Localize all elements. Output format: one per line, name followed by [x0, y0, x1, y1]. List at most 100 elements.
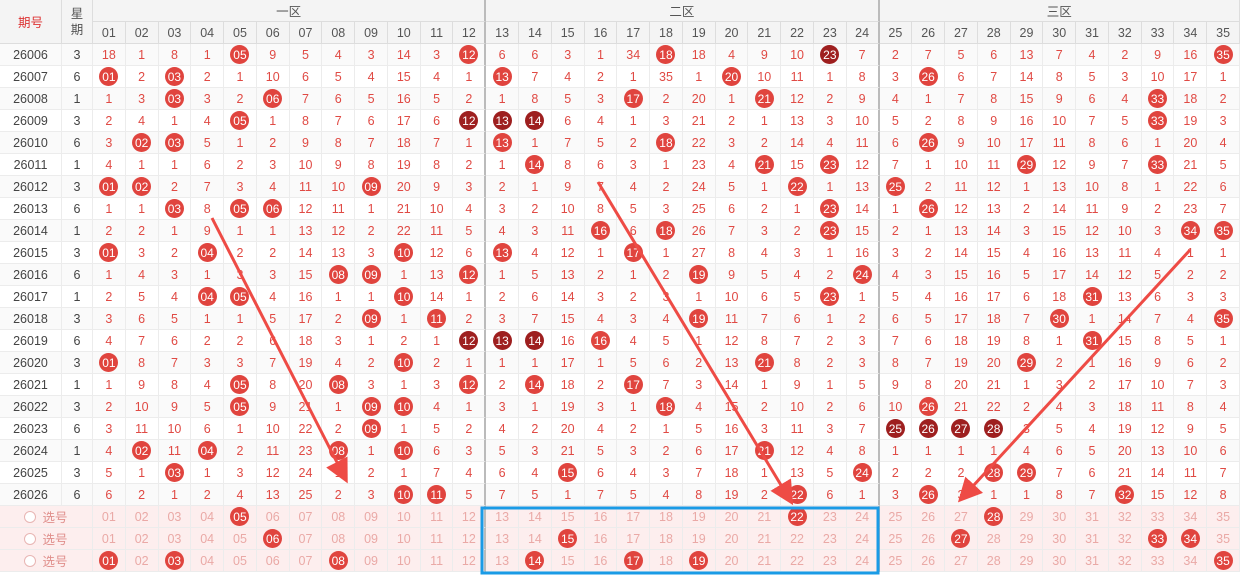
pick-number[interactable]: 27 [945, 528, 978, 550]
pick-number[interactable]: 28 [977, 506, 1011, 528]
pick-number[interactable]: 22 [781, 528, 814, 550]
pick-number[interactable]: 16 [584, 550, 618, 572]
pick-number[interactable]: 29 [1010, 550, 1044, 572]
pick-number[interactable]: 34 [1174, 550, 1208, 572]
pick-number[interactable]: 27 [945, 550, 978, 572]
pick-number[interactable]: 17 [617, 506, 651, 528]
pick-number[interactable]: 04 [191, 528, 225, 550]
pick-number[interactable]: 14 [519, 506, 552, 528]
pick-number[interactable]: 16 [584, 528, 618, 550]
pick-number[interactable]: 23 [813, 528, 847, 550]
pick-number[interactable]: 33 [1141, 550, 1175, 572]
pick-number[interactable]: 03 [158, 528, 192, 550]
pick-number[interactable]: 09 [355, 506, 388, 528]
pick-number[interactable]: 19 [682, 550, 716, 572]
pick-number[interactable]: 25 [879, 550, 913, 572]
pick-number[interactable]: 12 [453, 528, 487, 550]
pick-number[interactable]: 17 [617, 528, 651, 550]
pick-number[interactable]: 03 [158, 506, 192, 528]
pick-number[interactable]: 06 [256, 528, 290, 550]
pick-number[interactable]: 24 [846, 528, 880, 550]
pick-number[interactable]: 17 [617, 550, 651, 572]
pick-number[interactable]: 03 [158, 550, 192, 572]
pick-number[interactable]: 11 [420, 550, 454, 572]
pick-number[interactable]: 07 [289, 506, 323, 528]
pick-number[interactable]: 25 [879, 528, 913, 550]
pick-number[interactable]: 27 [945, 506, 978, 528]
pick-number[interactable]: 04 [191, 506, 225, 528]
pick-number[interactable]: 01 [93, 506, 126, 528]
pick-number[interactable]: 31 [1076, 528, 1109, 550]
pick-number[interactable]: 32 [1108, 528, 1142, 550]
pick-number[interactable]: 35 [1207, 528, 1240, 550]
pick-number[interactable]: 26 [912, 506, 946, 528]
pick-number[interactable]: 24 [846, 550, 880, 572]
pick-number[interactable]: 22 [781, 506, 814, 528]
pick-number[interactable]: 02 [125, 506, 159, 528]
pick-number[interactable]: 19 [682, 528, 716, 550]
pick-number[interactable]: 13 [486, 550, 520, 572]
pick-number[interactable]: 01 [93, 528, 126, 550]
pick-number[interactable]: 20 [715, 550, 749, 572]
pick-number[interactable]: 23 [813, 550, 847, 572]
pick-number[interactable]: 30 [1043, 528, 1077, 550]
pick-number[interactable]: 19 [682, 506, 716, 528]
pick-number[interactable]: 26 [912, 550, 946, 572]
pick-number[interactable]: 28 [977, 550, 1011, 572]
pick-number[interactable]: 12 [453, 550, 487, 572]
pick-number[interactable]: 26 [912, 528, 946, 550]
pick-number[interactable]: 21 [748, 506, 782, 528]
pick-number[interactable]: 02 [125, 550, 159, 572]
radio[interactable] [24, 532, 37, 545]
radio[interactable] [24, 554, 37, 567]
pick-number[interactable]: 08 [322, 550, 356, 572]
pick-number[interactable]: 08 [322, 506, 356, 528]
pick-number[interactable]: 11 [420, 506, 454, 528]
pick-number[interactable]: 32 [1108, 506, 1142, 528]
pick-number[interactable]: 08 [322, 528, 356, 550]
pick-number[interactable]: 05 [224, 506, 257, 528]
pick-number[interactable]: 32 [1108, 550, 1142, 572]
pick-number[interactable]: 35 [1207, 506, 1240, 528]
pick-number[interactable]: 23 [813, 506, 847, 528]
pick-number[interactable]: 14 [519, 528, 552, 550]
pick-number[interactable]: 33 [1141, 506, 1175, 528]
pick-number[interactable]: 15 [551, 528, 585, 550]
pick-number[interactable]: 35 [1207, 550, 1240, 572]
pick-number[interactable]: 14 [519, 550, 552, 572]
pick-number[interactable]: 21 [748, 550, 782, 572]
pick-number[interactable]: 02 [125, 528, 159, 550]
pick-number[interactable]: 30 [1043, 550, 1077, 572]
pick-number[interactable]: 31 [1076, 506, 1109, 528]
pick-number[interactable]: 13 [486, 528, 520, 550]
pick-number[interactable]: 20 [715, 506, 749, 528]
pick-number[interactable]: 34 [1174, 506, 1208, 528]
pick-number[interactable]: 07 [289, 550, 323, 572]
pick-number[interactable]: 10 [387, 506, 421, 528]
pick-number[interactable]: 18 [650, 528, 683, 550]
pick-number[interactable]: 25 [879, 506, 913, 528]
pick-number[interactable]: 10 [387, 550, 421, 572]
pick-number[interactable]: 28 [977, 528, 1011, 550]
pick-number[interactable]: 20 [715, 528, 749, 550]
pick-number[interactable]: 09 [355, 528, 388, 550]
pick-number[interactable]: 33 [1141, 528, 1175, 550]
pick-number[interactable]: 22 [781, 550, 814, 572]
pick-number[interactable]: 29 [1010, 506, 1044, 528]
pick-number[interactable]: 24 [846, 506, 880, 528]
radio[interactable] [24, 510, 37, 523]
pick-number[interactable]: 29 [1010, 528, 1044, 550]
pick-number[interactable]: 18 [650, 550, 683, 572]
pick-number[interactable]: 34 [1174, 528, 1208, 550]
pick-number[interactable]: 10 [387, 528, 421, 550]
pick-number[interactable]: 18 [650, 506, 683, 528]
pick-number[interactable]: 16 [584, 506, 618, 528]
pick-number[interactable]: 15 [551, 506, 585, 528]
pick-number[interactable]: 15 [551, 550, 585, 572]
pick-number[interactable]: 05 [224, 528, 257, 550]
pick-number[interactable]: 30 [1043, 506, 1077, 528]
pick-number[interactable]: 21 [748, 528, 782, 550]
pick-number[interactable]: 01 [93, 550, 126, 572]
pick-number[interactable]: 07 [289, 528, 323, 550]
pick-number[interactable]: 11 [420, 528, 454, 550]
